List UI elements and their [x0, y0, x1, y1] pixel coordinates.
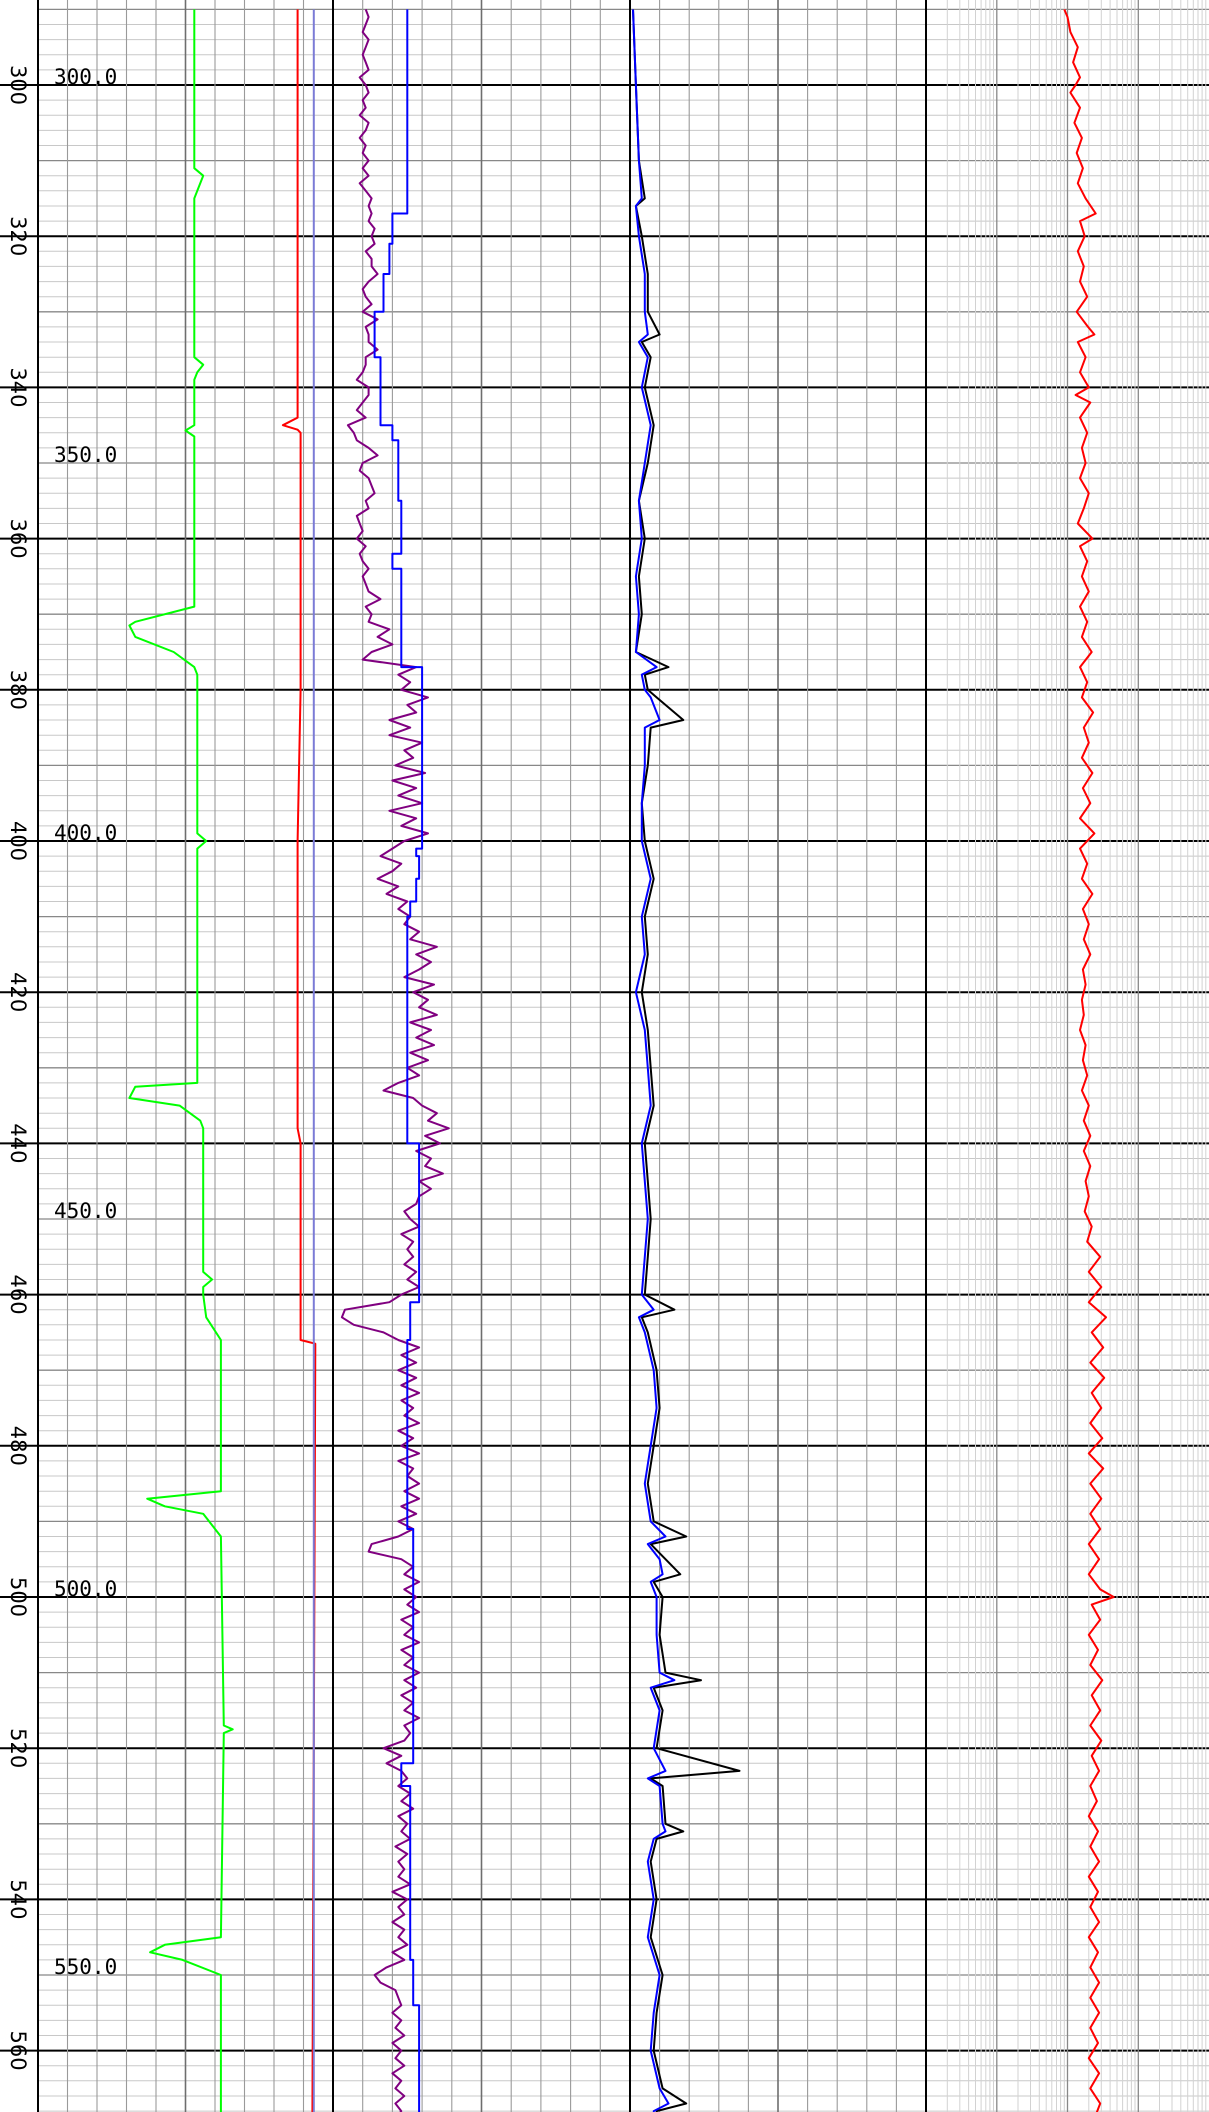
depth-tick-label: 360: [6, 519, 30, 559]
depth-tick-label: 380: [6, 670, 30, 710]
depth-tick-label: 520: [6, 1728, 30, 1768]
track-3-curve-2: [632, 9, 676, 2112]
track-3-curve-1: [632, 9, 741, 2112]
depth-tick-label: 480: [6, 1426, 30, 1466]
depth-tick-label: 320: [6, 216, 30, 256]
depth-annotation-label: 350.0: [54, 443, 117, 467]
depth-annotation-label: 500.0: [54, 1577, 117, 1601]
track-borders: [37, 0, 927, 2112]
depth-tick-label: 540: [6, 1879, 30, 1919]
depth-tick-label: 500: [6, 1577, 30, 1617]
depth-tick-label: 460: [6, 1275, 30, 1315]
depth-tick-label: 300: [6, 65, 30, 105]
depth-tick-label: 560: [6, 2031, 30, 2071]
track-1-curve-1: [128, 9, 234, 2112]
track-4-curve-1: [1063, 9, 1115, 2112]
depth-axis-labels: 300 320 340 360 380 400 420 440 460 480 500 520 540 5…: [6, 65, 117, 2071]
depth-tick-label: 440: [6, 1123, 30, 1163]
depth-annotation-label: 300.0: [54, 65, 117, 89]
depth-annotation-label: 450.0: [54, 1199, 117, 1223]
depth-annotation-label: 400.0: [54, 821, 117, 845]
track-2-curve-2: [373, 9, 424, 2112]
depth-tick-label: 420: [6, 972, 30, 1012]
track-1-curve-2: [281, 9, 317, 2112]
track-2-curve-1: [340, 9, 450, 2112]
depth-annotation-label: 550.0: [54, 1955, 117, 1979]
depth-tick-label: 340: [6, 367, 30, 407]
depth-tick-label: 400: [6, 821, 30, 861]
curve-layer: [128, 9, 1115, 2112]
